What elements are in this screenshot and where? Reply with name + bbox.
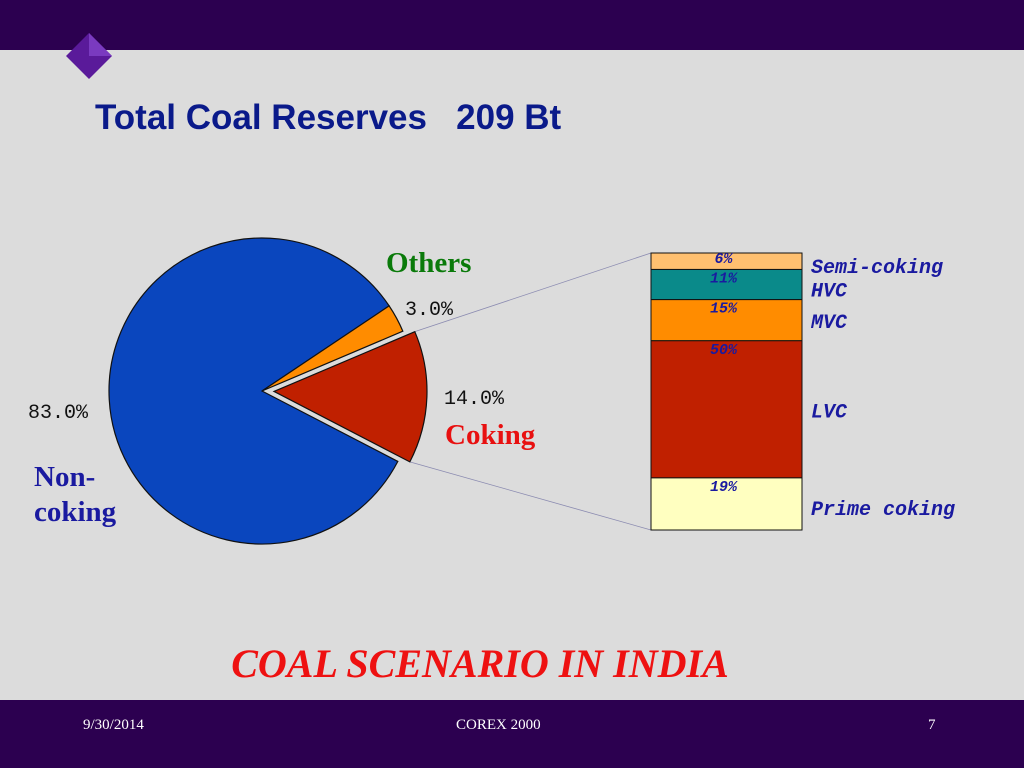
slide-subtitle: COAL SCENARIO IN INDIA <box>231 641 729 686</box>
footer-page-number: 7 <box>928 717 936 733</box>
pie-slice-coking <box>272 330 428 463</box>
chart-labels: 83.0% Non-coking Others 3.0% 14.0% Coking <box>28 247 536 528</box>
pie-name-label-non-coking: Non-coking <box>34 461 117 528</box>
connector-line-bottom <box>409 461 652 531</box>
pie-name-label-others: Others <box>386 247 471 279</box>
legend-label-prime-coking: Prime coking <box>811 499 955 522</box>
slide-title: Total Coal Reserves 209 Bt <box>95 98 562 137</box>
pie-value-label-non-coking: 83.0% <box>28 402 89 425</box>
bar-segment-mvc <box>650 299 803 342</box>
pie-value-label-others: 3.0% <box>405 299 454 322</box>
bar-segment-value-prime-coking: 19% <box>710 479 738 496</box>
bar-segment-value-lvc: 50% <box>710 342 738 359</box>
footer-center: COREX 2000 <box>456 717 541 733</box>
connector-lines <box>409 252 652 531</box>
bar-segment-value-semi-coking: 6% <box>714 251 733 268</box>
connector-line-top <box>414 252 652 333</box>
footer-date: 9/30/2014 <box>83 717 144 733</box>
legend-label-lvc: LVC <box>811 401 848 424</box>
bar-segment-lvc <box>650 340 803 479</box>
pie-name-label-coking: Coking <box>445 419 536 451</box>
pie-chart <box>108 237 428 545</box>
pie-value-label-coking: 14.0% <box>444 388 505 411</box>
bar-segment-value-mvc: 15% <box>710 301 738 318</box>
legend-label-semi-coking: Semi-coking <box>811 257 943 280</box>
footer-band <box>0 700 1024 768</box>
legend-label-mvc: MVC <box>810 312 848 335</box>
bar-segment-hvc <box>650 268 803 301</box>
pie-slice-others <box>261 305 404 392</box>
header-band <box>0 0 1024 50</box>
pie-slice-non-coking <box>108 237 399 545</box>
bar-segment-prime-coking <box>650 477 803 531</box>
bar-segment-value-hvc: 11% <box>710 270 738 287</box>
legend-label-hvc: HVC <box>811 280 848 303</box>
logo-diamond-icon <box>66 33 112 79</box>
